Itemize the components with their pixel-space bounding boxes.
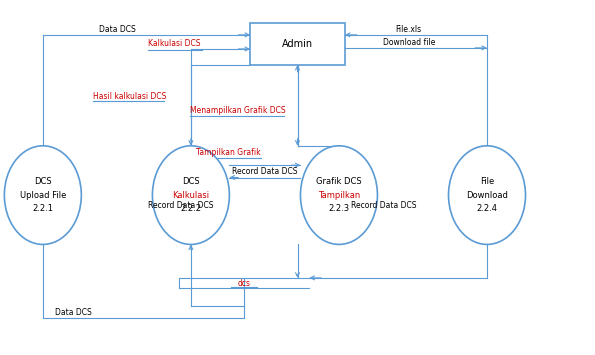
Text: Tampilkan Grafik: Tampilkan Grafik xyxy=(196,148,260,157)
Ellipse shape xyxy=(152,146,230,245)
Text: Kalkulasi DCS: Kalkulasi DCS xyxy=(148,39,201,48)
Ellipse shape xyxy=(300,146,377,245)
Text: File: File xyxy=(480,177,494,186)
Text: 2.2.1: 2.2.1 xyxy=(32,204,54,213)
Text: DCS: DCS xyxy=(34,177,52,186)
Text: Record Data DCS: Record Data DCS xyxy=(148,201,214,210)
Text: 2.2.3: 2.2.3 xyxy=(328,204,349,213)
Text: Record Data DCS: Record Data DCS xyxy=(351,201,416,210)
Text: Admin: Admin xyxy=(282,39,313,49)
Text: Menampilkan Grafik DCS: Menampilkan Grafik DCS xyxy=(190,106,286,115)
Text: Data DCS: Data DCS xyxy=(99,25,136,34)
Text: Download file: Download file xyxy=(383,38,436,47)
Text: Record Data DCS: Record Data DCS xyxy=(233,168,298,176)
Text: Data DCS: Data DCS xyxy=(55,308,92,317)
Ellipse shape xyxy=(449,146,525,245)
Text: Kalkulasi: Kalkulasi xyxy=(173,191,209,200)
Ellipse shape xyxy=(4,146,82,245)
Text: Hasil kalkulasi DCS: Hasil kalkulasi DCS xyxy=(93,92,167,101)
Text: dcs: dcs xyxy=(237,279,250,288)
Text: Upload File: Upload File xyxy=(20,191,66,200)
FancyBboxPatch shape xyxy=(250,22,345,65)
Text: Grafik DCS: Grafik DCS xyxy=(316,177,362,186)
Text: File.xls: File.xls xyxy=(395,25,421,34)
Text: Download: Download xyxy=(466,191,508,200)
Text: DCS: DCS xyxy=(182,177,200,186)
Text: Tampilkan: Tampilkan xyxy=(318,191,360,200)
Text: 2.2.4: 2.2.4 xyxy=(477,204,497,213)
Text: 2.2.2: 2.2.2 xyxy=(180,204,201,213)
